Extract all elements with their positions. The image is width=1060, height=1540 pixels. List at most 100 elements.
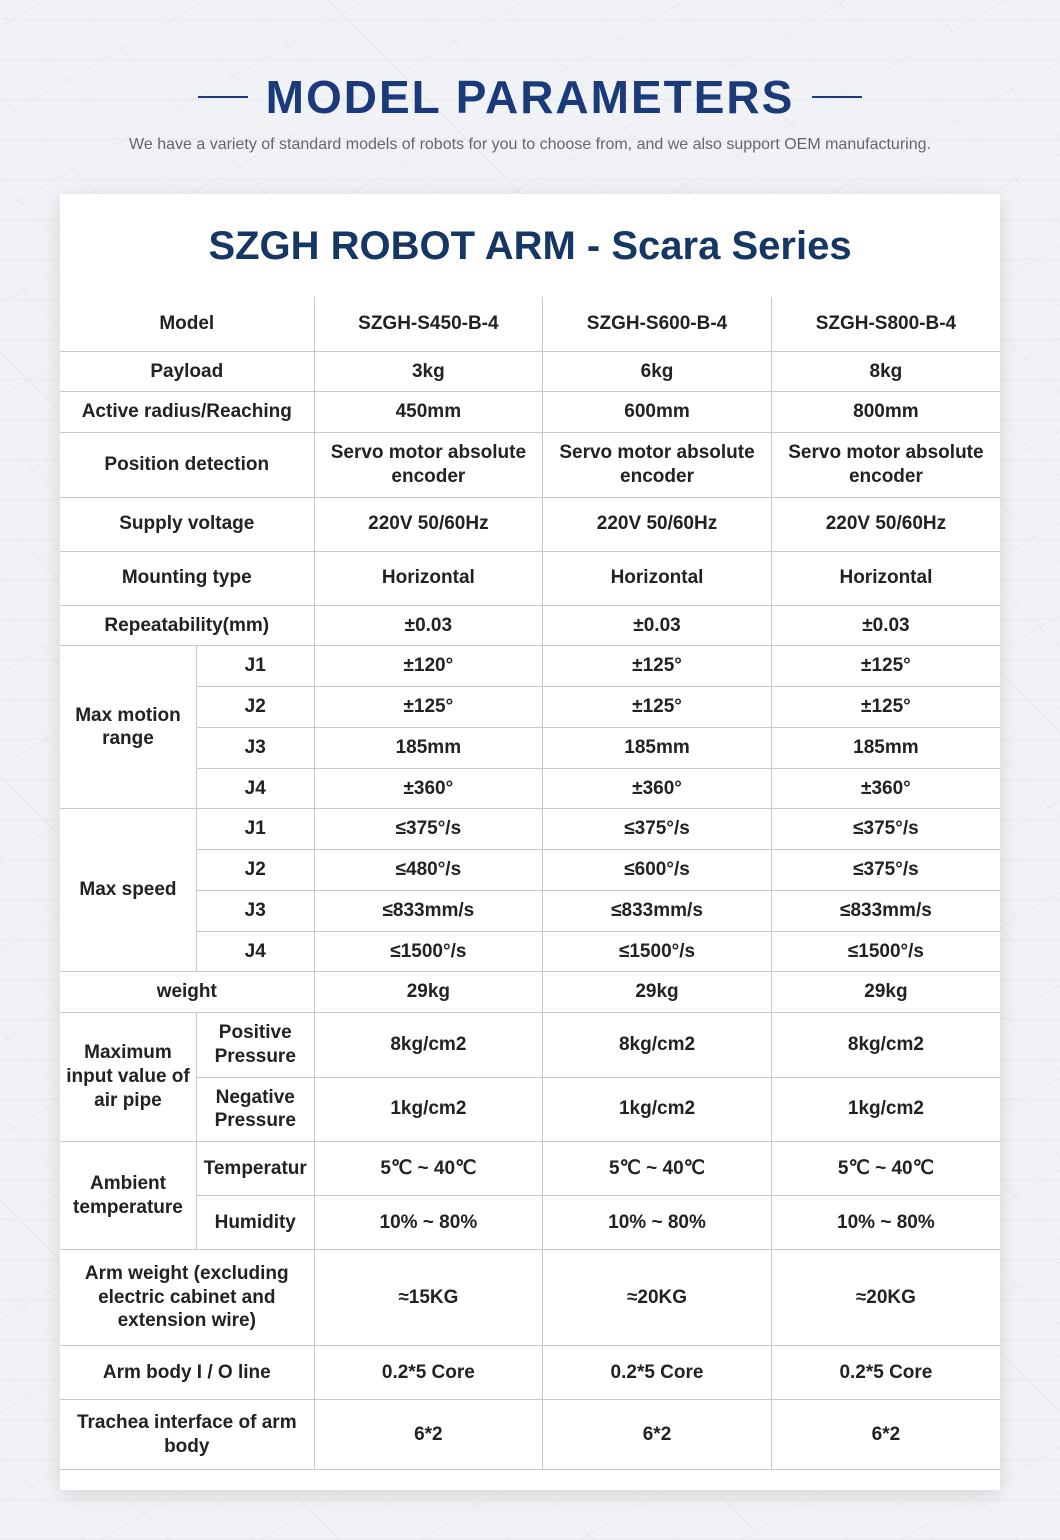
cell: 1kg/cm2: [771, 1077, 1000, 1142]
cell: 600mm: [543, 392, 772, 433]
cell: ≤1500°/s: [314, 931, 543, 972]
cell: ≤833mm/s: [771, 890, 1000, 931]
cell: 10% ~ 80%: [314, 1196, 543, 1250]
row-label: Arm body I / O line: [60, 1346, 314, 1400]
sub-label: J1: [196, 809, 314, 850]
cell: 450mm: [314, 392, 543, 433]
cell: 29kg: [314, 972, 543, 1013]
cell: Horizontal: [314, 551, 543, 605]
sub-label: Negative Pressure: [196, 1077, 314, 1142]
page-subtitle: We have a variety of standard models of …: [0, 136, 1060, 154]
cell: 6*2: [543, 1400, 772, 1470]
page-title: MODEL PARAMETERS: [266, 70, 795, 124]
cell: 8kg/cm2: [771, 1013, 1000, 1078]
cell: ±360°: [543, 768, 772, 809]
cell: ≤833mm/s: [543, 890, 772, 931]
dash-left: [198, 96, 248, 98]
header-model: Model: [60, 297, 314, 351]
cell: 29kg: [543, 972, 772, 1013]
cell: ≤1500°/s: [543, 931, 772, 972]
cell: ±0.03: [543, 605, 772, 646]
card-title: SZGH ROBOT ARM - Scara Series: [60, 224, 1000, 269]
cell: ±125°: [771, 646, 1000, 687]
spec-card: SZGH ROBOT ARM - Scara Series ModelSZGH-…: [60, 194, 1000, 1490]
cell: 6*2: [771, 1400, 1000, 1470]
row-label: Repeatability(mm): [60, 605, 314, 646]
cell: ±120°: [314, 646, 543, 687]
cell: ±0.03: [314, 605, 543, 646]
cell: ±125°: [543, 646, 772, 687]
cell: ±125°: [771, 687, 1000, 728]
sub-label: J2: [196, 687, 314, 728]
spec-table: ModelSZGH-S450-B-4SZGH-S600-B-4SZGH-S800…: [60, 297, 1000, 1470]
header-col-2: SZGH-S800-B-4: [771, 297, 1000, 351]
cell: 8kg/cm2: [543, 1013, 772, 1078]
cell: Horizontal: [771, 551, 1000, 605]
cell: ±125°: [543, 687, 772, 728]
sub-label: Temperatur: [196, 1142, 314, 1196]
cell: 5℃ ~ 40℃: [543, 1142, 772, 1196]
cell: ≤480°/s: [314, 850, 543, 891]
cell: 10% ~ 80%: [771, 1196, 1000, 1250]
sub-label: Humidity: [196, 1196, 314, 1250]
cell: 0.2*5 Core: [314, 1346, 543, 1400]
row-label: Payload: [60, 351, 314, 392]
group-label: Max speed: [60, 809, 196, 972]
cell: 185mm: [314, 727, 543, 768]
row-label: Active radius/Reaching: [60, 392, 314, 433]
cell: Servo motor absolute encoder: [771, 433, 1000, 498]
header-col-0: SZGH-S450-B-4: [314, 297, 543, 351]
cell: ≤600°/s: [543, 850, 772, 891]
cell: 185mm: [543, 727, 772, 768]
cell: ≤375°/s: [314, 809, 543, 850]
cell: 29kg: [771, 972, 1000, 1013]
sub-label: J2: [196, 850, 314, 891]
sub-label: Positive Pressure: [196, 1013, 314, 1078]
cell: 0.2*5 Core: [771, 1346, 1000, 1400]
cell: ±125°: [314, 687, 543, 728]
cell: 5℃ ~ 40℃: [771, 1142, 1000, 1196]
cell: 6kg: [543, 351, 772, 392]
sub-label: J3: [196, 890, 314, 931]
cell: 8kg: [771, 351, 1000, 392]
cell: 185mm: [771, 727, 1000, 768]
sub-label: J4: [196, 931, 314, 972]
group-label: Maximum input value of air pipe: [60, 1013, 196, 1142]
cell: 1kg/cm2: [314, 1077, 543, 1142]
cell: ≈15KG: [314, 1250, 543, 1346]
row-label: Trachea interface of arm body: [60, 1400, 314, 1470]
cell: 10% ~ 80%: [543, 1196, 772, 1250]
cell: ≤1500°/s: [771, 931, 1000, 972]
cell: ≤375°/s: [771, 809, 1000, 850]
cell: 1kg/cm2: [543, 1077, 772, 1142]
row-label: weight: [60, 972, 314, 1013]
cell: ≤375°/s: [771, 850, 1000, 891]
dash-right: [812, 96, 862, 98]
cell: ±360°: [314, 768, 543, 809]
row-label: Arm weight (excluding electric cabinet a…: [60, 1250, 314, 1346]
sub-label: J1: [196, 646, 314, 687]
page-header: MODEL PARAMETERS We have a variety of st…: [0, 0, 1060, 154]
group-label: Max motion range: [60, 646, 196, 809]
cell: 3kg: [314, 351, 543, 392]
cell: 220V 50/60Hz: [771, 497, 1000, 551]
sub-label: J4: [196, 768, 314, 809]
cell: Servo motor absolute encoder: [314, 433, 543, 498]
cell: 220V 50/60Hz: [314, 497, 543, 551]
cell: ±360°: [771, 768, 1000, 809]
cell: 220V 50/60Hz: [543, 497, 772, 551]
cell: Servo motor absolute encoder: [543, 433, 772, 498]
cell: 8kg/cm2: [314, 1013, 543, 1078]
cell: 5℃ ~ 40℃: [314, 1142, 543, 1196]
cell: 0.2*5 Core: [543, 1346, 772, 1400]
cell: ≤833mm/s: [314, 890, 543, 931]
header-col-1: SZGH-S600-B-4: [543, 297, 772, 351]
cell: ±0.03: [771, 605, 1000, 646]
cell: ≈20KG: [543, 1250, 772, 1346]
cell: Horizontal: [543, 551, 772, 605]
cell: ≈20KG: [771, 1250, 1000, 1346]
group-label: Ambient temperature: [60, 1142, 196, 1250]
cell: 6*2: [314, 1400, 543, 1470]
cell: 800mm: [771, 392, 1000, 433]
row-label: Mounting type: [60, 551, 314, 605]
